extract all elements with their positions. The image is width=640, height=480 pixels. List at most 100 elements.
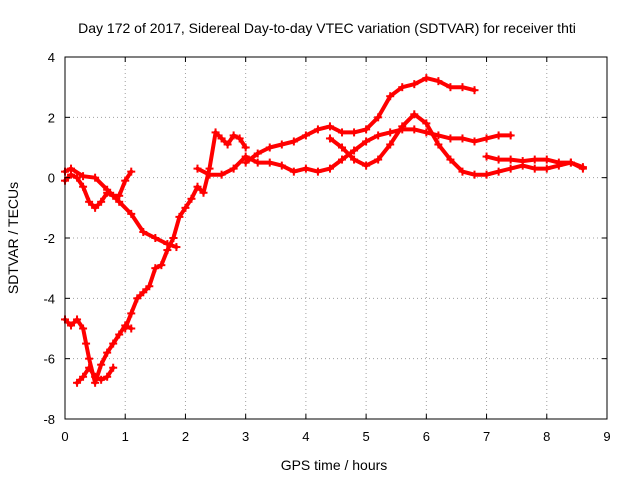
- data-point: [386, 140, 395, 149]
- data-point: [338, 143, 347, 152]
- data-point: [115, 197, 124, 206]
- data-point: [181, 203, 190, 212]
- data-point: [121, 176, 130, 185]
- data-point: [91, 372, 100, 381]
- y-tick-label: 0: [48, 171, 55, 186]
- data-point: [530, 164, 539, 173]
- data-point: [163, 246, 172, 255]
- x-tick-label: 4: [302, 429, 309, 444]
- data-point: [434, 77, 443, 86]
- data-point: [103, 372, 112, 381]
- data-point: [157, 261, 166, 270]
- data-series: [482, 152, 587, 172]
- data-point: [325, 134, 334, 143]
- data-point: [169, 234, 178, 242]
- data-point: [458, 134, 467, 143]
- data-point: [265, 143, 274, 152]
- data-point: [542, 164, 551, 173]
- data-point: [362, 125, 371, 134]
- data-point: [470, 170, 479, 179]
- data-point: [97, 375, 106, 384]
- data-point: [91, 173, 100, 182]
- data-series: [73, 363, 118, 387]
- data-point: [91, 203, 100, 212]
- data-point: [350, 146, 359, 155]
- data-point: [542, 155, 551, 164]
- series-line: [328, 112, 585, 177]
- y-tick-label: 4: [48, 50, 55, 65]
- data-point: [554, 158, 563, 167]
- y-tick-label: -4: [43, 291, 55, 306]
- x-tick-label: 6: [423, 429, 430, 444]
- plot-area: [61, 74, 587, 387]
- data-point: [151, 264, 160, 273]
- data-point: [139, 288, 148, 297]
- y-tick-label: 2: [48, 110, 55, 125]
- chart-title: Day 172 of 2017, Sidereal Day-to-day VTE…: [78, 20, 576, 36]
- data-point: [217, 170, 226, 179]
- data-point: [506, 155, 515, 164]
- data-point: [313, 167, 322, 176]
- data-point: [458, 167, 467, 176]
- data-point: [217, 134, 226, 143]
- data-point: [151, 234, 160, 242]
- data-point: [235, 134, 244, 143]
- data-point: [506, 131, 515, 140]
- data-point: [470, 86, 479, 95]
- data-point: [241, 158, 250, 167]
- data-point: [97, 360, 106, 369]
- data-point: [67, 321, 76, 330]
- grid: [64, 56, 608, 420]
- data-point: [73, 378, 82, 387]
- data-point: [229, 131, 238, 140]
- data-point: [470, 137, 479, 146]
- data-point: [115, 330, 124, 339]
- x-tick-label: 8: [543, 429, 550, 444]
- x-tick-label: 5: [362, 429, 369, 444]
- data-point: [398, 122, 407, 131]
- data-point: [301, 131, 310, 140]
- data-point: [410, 125, 419, 134]
- y-tick-label: -2: [43, 231, 55, 246]
- data-point: [301, 164, 310, 173]
- data-point: [172, 243, 181, 252]
- data-point: [446, 134, 455, 143]
- data-point: [85, 363, 94, 372]
- data-point: [398, 83, 407, 92]
- data-point: [127, 209, 136, 218]
- data-point: [85, 197, 94, 206]
- data-point: [67, 164, 76, 173]
- data-series: [241, 74, 479, 167]
- data-point: [458, 83, 467, 92]
- data-point: [362, 161, 371, 170]
- data-point: [79, 324, 88, 333]
- series-line: [63, 166, 179, 249]
- data-point: [566, 158, 575, 167]
- data-point: [350, 128, 359, 137]
- data-point: [482, 170, 491, 179]
- data-point: [103, 185, 112, 194]
- y-axis-label: SDTVAR / TECUs: [5, 182, 21, 294]
- data-point: [313, 125, 322, 134]
- y-tick-label: -6: [43, 352, 55, 367]
- x-tick-label: 3: [242, 429, 249, 444]
- data-point: [253, 158, 262, 167]
- data-point: [434, 140, 443, 149]
- data-point: [386, 128, 395, 137]
- y-tick-label: -8: [43, 412, 55, 427]
- data-point: [446, 83, 455, 92]
- data-point: [410, 80, 419, 89]
- data-point: [265, 158, 274, 167]
- data-point: [506, 164, 515, 173]
- data-point: [133, 294, 142, 303]
- data-point: [422, 119, 431, 128]
- data-point: [578, 163, 587, 172]
- data-point: [386, 92, 395, 101]
- data-point: [199, 188, 208, 197]
- data-point: [362, 137, 371, 146]
- data-point: [253, 149, 262, 158]
- x-axis-label: GPS time / hours: [281, 457, 388, 473]
- data-point: [121, 324, 130, 333]
- data-point: [109, 363, 118, 372]
- data-point: [145, 282, 154, 291]
